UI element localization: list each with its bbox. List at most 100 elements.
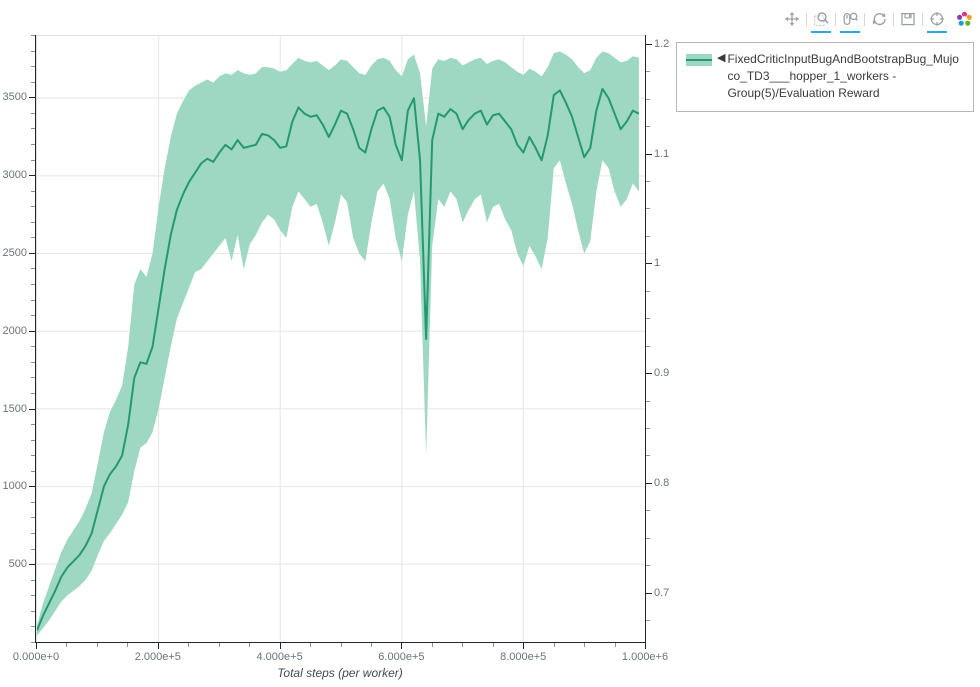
y2-tick-minor: [646, 71, 650, 73]
y-tick-minor: [31, 470, 35, 472]
y2-tick-minor: [646, 126, 650, 128]
toolbar-separator: [922, 12, 923, 26]
x-tick-major: [645, 643, 646, 649]
y2-tick-major: [646, 263, 652, 265]
mean-line: [37, 89, 639, 631]
box-zoom-icon: [814, 12, 829, 26]
x-tick-minor: [553, 643, 555, 647]
plot-data-series: [37, 51, 645, 636]
x-tick-label: 6.000e+5: [378, 651, 425, 663]
y2-tick-minor: [646, 565, 650, 567]
x-tick-minor: [66, 643, 68, 647]
toolbar-separator: [835, 12, 836, 26]
plot-toolbar: [780, 6, 976, 33]
y-tick-minor: [31, 455, 35, 457]
hover-tool-button[interactable]: [926, 8, 948, 33]
y2-tick-minor: [646, 537, 650, 539]
y-tick-label: 1000: [2, 480, 27, 493]
y-tick-minor: [31, 299, 35, 301]
box-zoom-tool-button[interactable]: [810, 8, 832, 33]
y-tick-minor: [31, 377, 35, 379]
y2-tick-minor: [646, 208, 650, 210]
bokeh-logo-button[interactable]: [953, 8, 975, 30]
y-tick-minor: [31, 424, 35, 426]
y-tick-minor: [31, 128, 35, 130]
legend-item[interactable]: ◀ FixedCriticInputBugAndBootstrapBug_Muj…: [686, 51, 964, 102]
pan-icon: [785, 12, 799, 26]
reset-tool-button[interactable]: [868, 8, 890, 30]
toolbar-separator: [806, 12, 807, 26]
y-tick-minor: [31, 610, 35, 612]
y2-tick-major: [646, 482, 652, 484]
pan-tool-button[interactable]: [781, 8, 803, 30]
save-tool-button[interactable]: [897, 8, 919, 30]
y-tick-minor: [31, 595, 35, 597]
y-tick-minor: [31, 517, 35, 519]
y-tick-major: [29, 486, 35, 488]
y-tick-minor: [31, 221, 35, 223]
legend-marker-icon: ◀: [717, 52, 726, 64]
x-tick-label: 2.000e+5: [134, 651, 181, 663]
y-tick-minor: [31, 361, 35, 363]
wheel-zoom-tool-button[interactable]: [839, 8, 861, 33]
y-tick-major: [29, 408, 35, 410]
x-tick-major: [157, 643, 159, 649]
y2-tick-label: 1.1: [654, 147, 670, 160]
y2-tick-minor: [646, 620, 650, 622]
y-tick-minor: [31, 579, 35, 581]
y-tick-minor: [31, 548, 35, 550]
y-tick-label: 2000: [2, 324, 27, 337]
x-tick-major: [36, 643, 37, 649]
y-axis-left-line: [35, 35, 36, 643]
x-tick-minor: [310, 643, 312, 647]
y-tick-minor: [31, 112, 35, 114]
x-tick-label: 0.000e+0: [12, 651, 60, 663]
y2-tick-major: [646, 373, 652, 375]
wheel-zoom-icon: [843, 12, 858, 26]
reset-icon: [872, 12, 886, 26]
y2-tick-minor: [646, 235, 650, 237]
x-tick-minor: [370, 643, 372, 647]
y-tick-minor: [31, 81, 35, 83]
y-tick-major: [29, 97, 35, 99]
y2-tick-label: 1: [654, 257, 661, 270]
bokeh-logo-icon: [956, 11, 972, 26]
toolbar-separator: [864, 12, 865, 26]
y-tick-label: 3000: [2, 169, 27, 182]
y-tick-label: 2500: [2, 246, 27, 259]
hover-crosshair-icon: [930, 12, 944, 26]
x-tick-minor: [127, 643, 129, 647]
x-tick-major: [523, 643, 525, 649]
y-tick-minor: [31, 268, 35, 270]
y2-tick-label: 0.7: [654, 586, 670, 599]
y2-tick-label: 1.2: [654, 37, 670, 50]
x-tick-major: [401, 643, 403, 649]
confidence-band: [37, 51, 639, 636]
y-tick-minor: [31, 626, 35, 628]
y-tick-minor: [31, 439, 35, 441]
y-tick-minor: [31, 143, 35, 145]
legend-item-label: FixedCriticInputBugAndBootstrapBug_Mujoc…: [727, 52, 959, 100]
x-tick-label: 1.000e+6: [621, 651, 669, 663]
y2-tick-minor: [646, 455, 650, 457]
x-tick-minor: [614, 643, 616, 647]
x-tick-minor: [96, 643, 98, 647]
y2-tick-minor: [646, 98, 650, 100]
legend-color-swatch: [686, 52, 712, 68]
y-tick-minor: [31, 190, 35, 192]
y2-tick-minor: [646, 180, 650, 182]
y-tick-minor: [31, 315, 35, 317]
toolbar-separator: [893, 12, 894, 26]
plot-legend[interactable]: ◀ FixedCriticInputBugAndBootstrapBug_Muj…: [676, 42, 974, 112]
y-tick-major: [29, 330, 35, 332]
x-tick-minor: [492, 643, 494, 647]
x-tick-label: 4.000e+5: [256, 651, 303, 663]
y-tick-major: [29, 175, 35, 177]
x-tick-minor: [431, 643, 433, 647]
y-tick-minor: [31, 66, 35, 68]
y-tick-minor: [31, 237, 35, 239]
plot-canvas[interactable]: [36, 35, 645, 642]
y-tick-minor: [31, 35, 35, 36]
y2-tick-major: [646, 153, 652, 155]
x-tick-minor: [584, 643, 586, 647]
